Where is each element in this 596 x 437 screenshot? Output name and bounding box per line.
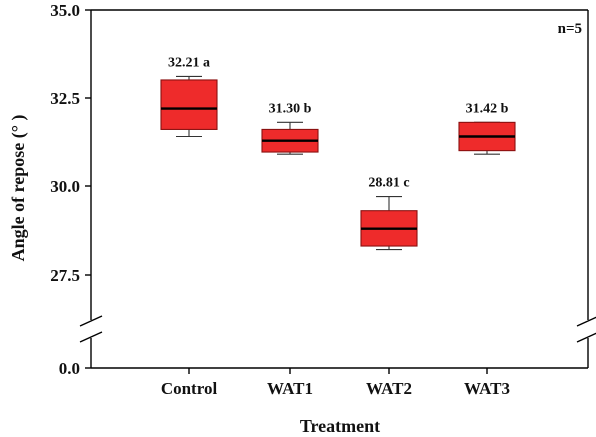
sample-size-note: n=5 bbox=[558, 21, 582, 37]
y-tick-label-35: 35.0 bbox=[50, 1, 80, 20]
x-tick-label-wat1: WAT1 bbox=[267, 379, 313, 398]
x-tick-label-wat2: WAT2 bbox=[366, 379, 412, 398]
box-wat2: 28.81 c bbox=[360, 176, 418, 251]
y-ticks: 0.0 27.5 30.0 32.5 35.0 bbox=[50, 1, 91, 378]
y-tick-label-30: 30.0 bbox=[50, 177, 80, 196]
box-iqr bbox=[160, 79, 218, 130]
axis-break-left-top bbox=[79, 315, 103, 327]
y-tick-label-0: 0.0 bbox=[59, 359, 80, 378]
y-tick-label-27-5: 27.5 bbox=[50, 266, 80, 285]
x-tick-label-control: Control bbox=[161, 379, 218, 398]
box-wat1: 31.30 b bbox=[261, 101, 319, 155]
data-label-wat3: 31.42 b bbox=[466, 101, 509, 116]
boxes: 32.21 a 31.30 b 28.81 c 31.42 b bbox=[160, 55, 516, 251]
y-tick-label-32-5: 32.5 bbox=[50, 89, 80, 108]
y-axis-title: Angle of repose (° ) bbox=[8, 115, 29, 262]
data-label-control: 32.21 a bbox=[168, 55, 210, 70]
box-control: 32.21 a bbox=[160, 55, 218, 138]
box-wat3: 31.42 b bbox=[458, 101, 516, 155]
axis-break-left-bottom bbox=[79, 331, 103, 343]
axis-break-right-bottom bbox=[576, 332, 596, 343]
x-tick-label-wat3: WAT3 bbox=[464, 379, 510, 398]
data-label-wat2: 28.81 c bbox=[368, 176, 409, 191]
x-ticks: Control WAT1 WAT2 WAT3 bbox=[161, 368, 510, 398]
data-label-wat1: 31.30 b bbox=[269, 101, 312, 116]
x-axis-title: Treatment bbox=[300, 416, 380, 436]
plot-frame bbox=[79, 9, 596, 369]
axis-break-right-top bbox=[576, 316, 596, 327]
